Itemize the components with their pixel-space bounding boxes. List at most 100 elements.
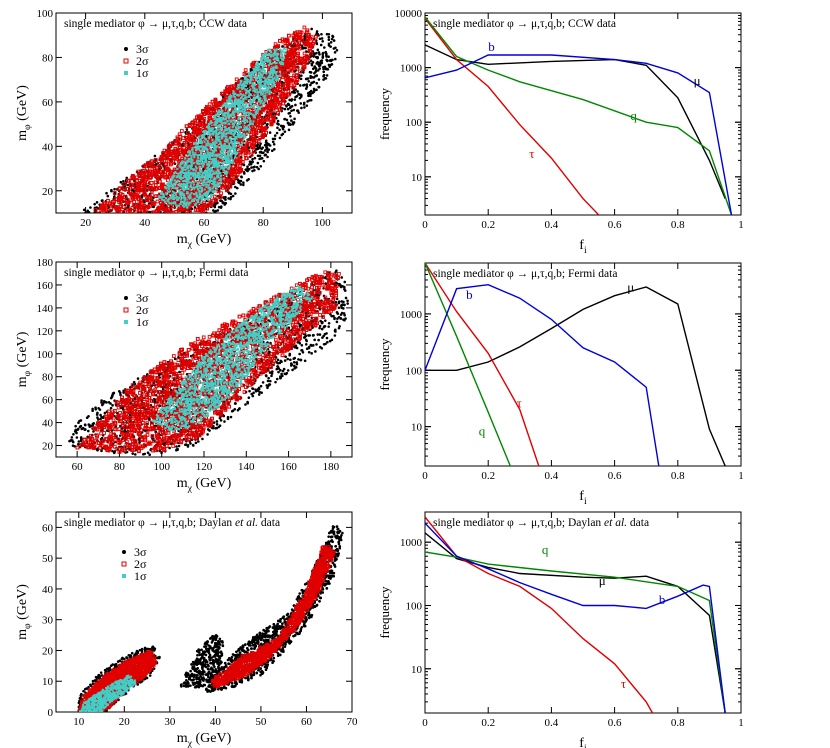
data-point xyxy=(89,206,92,209)
data-point xyxy=(168,155,173,159)
data-point xyxy=(155,199,160,204)
data-point xyxy=(320,59,324,62)
data-point xyxy=(275,131,279,135)
data-point xyxy=(295,94,299,98)
data-point xyxy=(306,92,310,95)
data-point xyxy=(290,109,293,113)
x-tick-label: 40 xyxy=(139,217,151,229)
data-point xyxy=(291,122,295,126)
x-axis-label: mχ (GeV) xyxy=(177,232,232,250)
data-point xyxy=(105,191,108,195)
data-point xyxy=(306,100,309,103)
data-point xyxy=(276,126,279,130)
data-point xyxy=(292,89,296,93)
data-point xyxy=(130,185,135,190)
x-tick-label: 60 xyxy=(199,217,211,229)
data-point xyxy=(276,111,280,115)
data-point xyxy=(281,45,284,48)
data-point xyxy=(308,70,312,74)
data-point xyxy=(267,148,271,151)
data-point xyxy=(256,161,260,165)
data-point xyxy=(246,169,249,173)
data-point xyxy=(246,165,249,169)
data-point xyxy=(305,77,309,81)
data-point xyxy=(148,210,152,213)
data-point xyxy=(259,150,263,154)
data-point xyxy=(219,199,222,202)
data-point xyxy=(251,169,254,173)
data-point xyxy=(325,32,329,36)
data-point xyxy=(286,121,290,125)
data-point xyxy=(193,205,197,209)
data-point xyxy=(307,94,310,98)
data-point xyxy=(266,150,269,154)
data-point xyxy=(185,128,189,131)
data-point xyxy=(268,131,272,134)
data-point xyxy=(135,179,139,183)
data-point xyxy=(271,109,276,114)
data-point xyxy=(325,54,328,57)
data-point xyxy=(219,206,223,209)
data-point xyxy=(314,69,318,72)
data-point xyxy=(244,168,248,171)
data-point xyxy=(308,99,311,102)
data-point xyxy=(220,91,224,96)
data-point xyxy=(333,57,337,61)
data-point xyxy=(302,46,306,50)
data-point xyxy=(255,147,259,151)
data-point xyxy=(263,153,267,157)
data-point xyxy=(229,195,233,199)
data-point xyxy=(257,167,260,171)
data-point xyxy=(299,77,303,81)
data-point xyxy=(310,81,313,85)
data-point xyxy=(193,208,198,212)
data-point xyxy=(106,198,110,203)
data-point xyxy=(262,151,265,155)
data-point xyxy=(162,155,167,160)
data-point xyxy=(314,55,318,59)
data-point xyxy=(258,144,262,148)
data-point xyxy=(292,108,296,112)
data-point xyxy=(154,194,158,199)
data-point xyxy=(288,111,292,115)
data-point xyxy=(281,127,285,131)
data-point xyxy=(113,187,116,191)
data-point xyxy=(302,25,307,30)
data-point xyxy=(318,37,322,41)
data-point xyxy=(154,165,159,170)
data-point xyxy=(237,181,241,184)
data-point xyxy=(327,33,331,36)
data-point xyxy=(253,165,256,169)
data-point xyxy=(281,101,286,106)
data-point xyxy=(292,83,297,88)
data-point xyxy=(194,138,198,143)
data-point xyxy=(334,46,337,50)
data-point xyxy=(321,52,325,56)
data-point xyxy=(152,196,155,200)
data-point xyxy=(246,139,251,144)
data-point xyxy=(283,130,287,133)
data-point xyxy=(212,194,217,199)
data-point xyxy=(290,119,293,122)
data-point xyxy=(106,194,110,198)
data-point xyxy=(251,157,254,161)
data-point xyxy=(316,48,320,52)
data-point xyxy=(327,55,330,59)
data-point xyxy=(317,51,321,54)
data-point xyxy=(248,160,252,164)
data-point xyxy=(132,200,137,204)
data-point xyxy=(126,183,130,187)
data-point xyxy=(321,56,325,59)
data-point xyxy=(300,106,303,110)
data-point xyxy=(201,126,206,131)
data-point xyxy=(233,185,237,189)
data-point xyxy=(242,170,246,174)
y-tick-label: 100 xyxy=(37,8,54,20)
data-point xyxy=(330,62,334,66)
data-point xyxy=(303,34,306,38)
data-point xyxy=(154,209,159,213)
data-point xyxy=(249,162,253,166)
data-point xyxy=(289,114,292,118)
data-point xyxy=(154,163,158,166)
data-point xyxy=(295,109,299,112)
